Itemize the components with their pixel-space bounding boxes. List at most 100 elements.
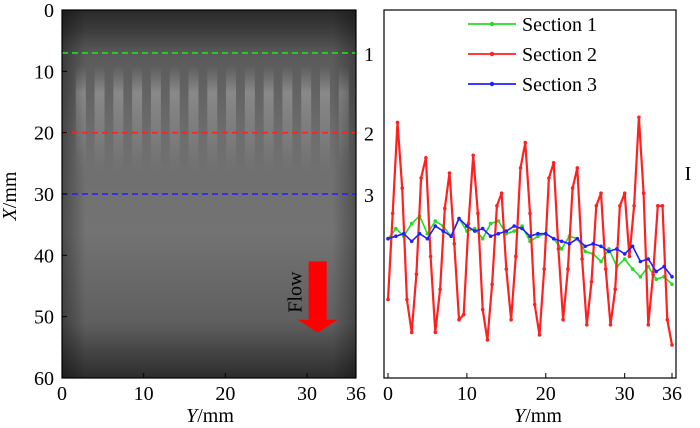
series-3-point — [473, 229, 477, 233]
series-2-point — [428, 254, 433, 259]
series-3-point — [567, 242, 572, 246]
left-y-axis-label: X/mm — [0, 171, 21, 221]
series-2-point — [419, 176, 423, 180]
flow-arrow-head — [297, 319, 338, 333]
series-3-point — [646, 257, 651, 261]
left-y-axis: 0 10 20 30 40 50 60 — [34, 0, 67, 390]
series-3-point — [670, 274, 674, 279]
series-2-point — [518, 166, 523, 170]
series-2-point — [480, 307, 485, 312]
series-1-point — [480, 236, 485, 241]
series-2-point — [660, 204, 665, 208]
series-1-point — [646, 264, 651, 269]
legend-marker — [489, 21, 495, 27]
series-2-point — [637, 115, 641, 120]
legend-marker — [489, 51, 495, 57]
left-y-tick-label: 20 — [34, 123, 54, 145]
series-2-point — [461, 312, 466, 317]
section-label-3: 3 — [364, 185, 374, 207]
series-3-point — [512, 224, 516, 228]
series-2-point — [495, 204, 499, 208]
series-2-point — [632, 204, 636, 208]
right-plot-frame — [383, 9, 677, 379]
left-x-tick-label: 10 — [134, 383, 154, 405]
series-1-point — [520, 224, 524, 228]
series-3-point — [465, 224, 469, 228]
series-2-point — [603, 267, 608, 271]
series-2-point — [509, 317, 513, 322]
series-2-point — [641, 191, 646, 195]
series-2-point — [542, 267, 546, 271]
series-1-point — [654, 277, 658, 282]
series-2 — [386, 115, 674, 347]
right-y-axis-label-fragment: I — [685, 163, 692, 185]
flow-label: Flow — [285, 271, 307, 313]
series-2-point — [561, 317, 565, 322]
series-3-point — [504, 229, 509, 233]
series-layer — [386, 115, 674, 347]
left-x-tick-label: 0 — [57, 383, 67, 405]
right-x-axis-label: Y/mm — [514, 405, 562, 427]
left-x-tick-label: 30 — [297, 383, 317, 405]
series-2-point — [490, 282, 494, 287]
series-2-point — [447, 171, 452, 175]
series-2-point — [656, 204, 660, 208]
series-2-point — [443, 206, 447, 211]
series-1-point — [599, 259, 603, 264]
series-3-point — [496, 231, 501, 236]
series-1-point — [583, 249, 587, 254]
section-lines: 1 2 3 — [62, 44, 374, 207]
series-1-point — [433, 219, 438, 223]
series-2-point — [608, 323, 613, 327]
series-3-point — [457, 216, 461, 221]
series-2-point — [566, 267, 570, 271]
series-1-point — [536, 234, 540, 238]
legend-label: Section 1 — [522, 14, 597, 36]
series-3-point — [591, 242, 595, 246]
series-2-point — [551, 161, 556, 165]
series-2-point — [618, 204, 622, 208]
series-1-point — [559, 247, 564, 251]
series-1-point — [607, 247, 611, 251]
series-1-point — [409, 221, 414, 226]
series-2-point — [485, 338, 490, 342]
series-2-point — [556, 247, 561, 251]
series-2-point — [390, 211, 395, 216]
series-3-point — [520, 226, 524, 231]
series-2-point — [499, 191, 504, 195]
right-x-tick-label: 20 — [536, 383, 556, 405]
series-3-point — [622, 252, 627, 256]
left-x-tick-label: 20 — [215, 383, 235, 405]
series-2-point — [613, 287, 617, 292]
legend-entry-1: Section 1 — [468, 14, 597, 36]
series-3-point — [449, 234, 453, 238]
left-x-axis: 0 10 20 30 36 — [57, 373, 366, 405]
series-3-point — [583, 244, 587, 249]
series-2-point — [585, 323, 589, 327]
legend-entry-2: Section 2 — [468, 44, 597, 66]
series-2-point — [414, 272, 419, 277]
series-2-point — [395, 120, 400, 125]
series-3-point — [425, 236, 430, 241]
series-3 — [386, 216, 674, 279]
series-3-point — [551, 236, 556, 241]
series-1-point — [638, 274, 643, 279]
flow-arrow-shaft — [308, 261, 327, 320]
series-1-point — [670, 282, 674, 287]
series-3-point — [615, 247, 619, 251]
series-1-point — [512, 229, 516, 233]
series-2-point — [405, 297, 409, 302]
left-x-tick-label: 36 — [346, 383, 366, 405]
series-1-point — [425, 231, 430, 236]
right-x-tick-label: 36 — [662, 383, 682, 405]
series-1-point — [504, 231, 509, 236]
series-3-point — [607, 249, 611, 254]
legend: Section 1 Section 2 Section 3 — [468, 14, 597, 96]
series-3-point — [394, 234, 398, 238]
series-2-point — [528, 211, 532, 216]
legend-entry-3: Section 3 — [468, 74, 597, 96]
series-2-point — [424, 156, 428, 160]
right-x-tick-label: 0 — [383, 383, 393, 405]
series-3-point — [654, 269, 658, 274]
series-2-point — [514, 254, 518, 259]
